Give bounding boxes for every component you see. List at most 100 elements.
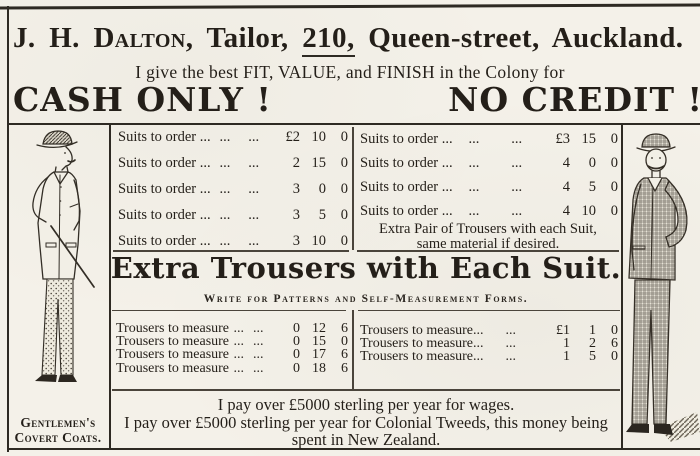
price-pence: 0 — [340, 129, 349, 145]
dot-leader: ... — [219, 155, 231, 171]
price-pounds: 1 — [563, 336, 570, 352]
dot-leader: ... — [253, 334, 264, 350]
row-item: Suits to order ... — [360, 203, 453, 219]
suits-price-table-right: Suits to order ... ... ... £3 15 0 Suits… — [360, 131, 618, 227]
caption-line-2: Covert Coats. — [14, 430, 102, 445]
trousers-table-center-divider — [352, 310, 354, 389]
suits-left-bottom-rule — [113, 250, 349, 252]
dot-leader: ... — [219, 233, 231, 249]
price-shillings: 17 — [312, 347, 326, 363]
street-address: Queen-street, Auckland. — [368, 22, 684, 54]
table-row: Trousers to measure ... ... 0 18 6 — [116, 360, 348, 376]
dot-leader: ... — [233, 360, 245, 376]
dot-leader: ... — [219, 207, 231, 223]
top-border-line — [0, 3, 700, 10]
ad-title: J. H. Dalton, Tailor, 210, Queen-street,… — [13, 22, 700, 57]
dot-leader: ... — [511, 155, 523, 171]
price-shillings: 0 — [588, 155, 597, 171]
row-item: Trousers to measure — [116, 334, 230, 350]
suits-right-bottom-rule — [357, 250, 619, 252]
price-pounds: 0 — [293, 347, 300, 363]
price-pence: 0 — [340, 233, 349, 249]
left-figure-caption: Gentlemen's Covert Coats. — [6, 415, 110, 445]
extra-trousers-note: Extra Pair of Trousers with each Suit, s… — [356, 222, 620, 252]
table-row: Suits to order ... ... ... 3 10 0 — [118, 233, 348, 259]
price-pounds: 3 — [292, 207, 301, 223]
trousers-price-table-right: Trousers to measure... ... £1 1 0 Trouse… — [360, 323, 618, 365]
write-for-patterns-subtitle: Write for Patterns and Self-Measurement … — [203, 293, 529, 305]
price-shillings: 5 — [318, 207, 327, 223]
price-pence: 0 — [610, 131, 619, 147]
dot-leader: ... — [219, 181, 231, 197]
dot-leader: ... — [253, 360, 264, 376]
row-item: Suits to order ... — [118, 181, 211, 197]
price-pence: 0 — [611, 349, 618, 365]
row-item: Trousers to measure — [116, 360, 230, 376]
table-row: Suits to order ... ... ... 3 5 0 — [118, 207, 348, 233]
price-pounds: 0 — [293, 321, 300, 336]
bottom-border-line — [7, 448, 700, 450]
row-item: Trousers to measure — [116, 347, 230, 363]
note-line-2: same material if desired. — [416, 236, 560, 252]
row-item: Trousers to measure — [116, 321, 230, 336]
price-shillings: 1 — [589, 323, 596, 338]
caption-line-1: Gentlemen's — [20, 415, 96, 430]
table-row: Suits to order ... ... ... 4 10 0 — [360, 203, 618, 227]
dot-leader: ... — [468, 203, 480, 219]
price-shillings: 15 — [311, 155, 327, 171]
dot-leader: ... — [248, 155, 260, 171]
price-pence: 0 — [340, 155, 349, 171]
price-shillings: 5 — [588, 179, 597, 195]
left-border-line — [7, 6, 9, 452]
price-pence: 6 — [611, 336, 618, 352]
price-pence: 0 — [340, 181, 349, 197]
dot-leader: ... — [253, 347, 264, 363]
dot-leader: ... — [233, 321, 245, 336]
table-row: Trousers to measure ... ... 0 12 6 — [116, 321, 348, 336]
price-pounds: 3 — [292, 233, 301, 249]
dot-leader: ... — [468, 179, 480, 195]
dot-leader: ... — [505, 349, 517, 365]
price-shillings: 2 — [589, 336, 596, 352]
table-row: Trousers to measure... ... 1 5 0 — [360, 349, 618, 365]
price-pounds: £2 — [285, 129, 301, 145]
note-line-1: Extra Pair of Trousers with each Suit, — [379, 221, 597, 237]
dot-leader: ... — [248, 129, 260, 145]
dot-leader: ... — [511, 131, 523, 147]
row-item: Trousers to measure... — [360, 323, 484, 338]
street-number: 210, — [302, 22, 355, 57]
price-shillings: 10 — [311, 233, 327, 249]
dot-leader: ... — [511, 179, 523, 195]
table-row: Suits to order ... ... ... £3 15 0 — [360, 131, 618, 155]
price-pounds: 3 — [292, 181, 301, 197]
trousers-price-table-left: Trousers to measure ... ... 0 12 6 Trous… — [116, 321, 348, 376]
price-shillings: 12 — [312, 321, 326, 336]
no-credit-slogan: NO CREDIT ! — [448, 80, 700, 119]
price-pence: 0 — [610, 155, 619, 171]
covert-coat-man-illustration — [32, 130, 95, 382]
price-pounds: 4 — [562, 155, 571, 171]
dot-leader: ... — [505, 336, 517, 352]
price-shillings: 0 — [318, 181, 327, 197]
row-item: Suits to order ... — [118, 129, 211, 145]
table-row: Suits to order ... ... ... 4 5 0 — [360, 179, 618, 203]
price-pounds: £3 — [555, 131, 571, 147]
row-item: Suits to order ... — [360, 155, 453, 171]
price-shillings: 10 — [581, 203, 597, 219]
wages-line-1: I pay over £5000 sterling per year for w… — [217, 395, 515, 414]
dot-leader: ... — [511, 203, 523, 219]
cash-only-slogan: CASH ONLY ! — [13, 80, 272, 119]
wages-statement: I pay over £5000 sterling per year for w… — [116, 396, 616, 449]
price-pence: 6 — [341, 321, 348, 336]
tweed-suit-man-illustration — [626, 133, 700, 442]
suits-price-table-left: Suits to order ... ... ... £2 10 0 Suits… — [118, 129, 348, 259]
price-shillings: 5 — [589, 349, 596, 365]
price-pounds: £1 — [556, 323, 570, 338]
price-shillings: 15 — [581, 131, 597, 147]
price-shillings: 18 — [312, 360, 326, 376]
dot-leader: ... — [253, 321, 264, 336]
dot-leader: ... — [248, 233, 260, 249]
table-row: Trousers to measure ... ... 0 15 0 — [116, 334, 348, 350]
row-item: Suits to order ... — [118, 233, 211, 249]
